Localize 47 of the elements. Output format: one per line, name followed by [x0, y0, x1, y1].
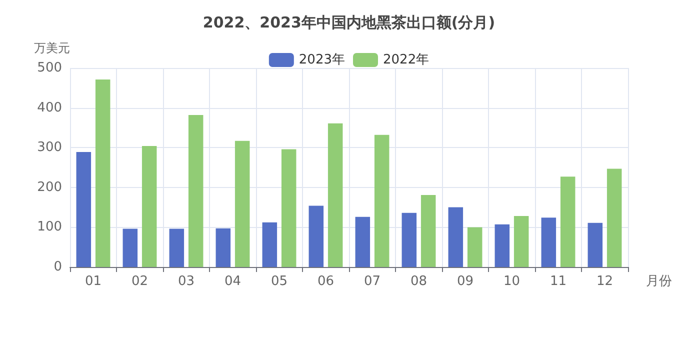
x-tick-label: 10 [503, 274, 520, 289]
bar [420, 194, 436, 267]
bar [234, 140, 250, 267]
bar [169, 228, 184, 267]
bar [560, 176, 576, 267]
legend-label: 2022年 [383, 52, 430, 68]
bar [122, 228, 138, 267]
y-tick-label: 500 [37, 60, 62, 76]
bar [541, 218, 556, 267]
x-tick-label: 08 [410, 274, 428, 289]
x-tick-label: 12 [596, 274, 614, 289]
bar [402, 212, 417, 267]
bar [494, 224, 510, 267]
bar [142, 146, 157, 267]
bar [76, 152, 92, 267]
bar [355, 216, 370, 267]
y-tick-label: 0 [54, 260, 62, 274]
x-tick-label: 06 [317, 274, 334, 289]
y-tick-label: 400 [37, 100, 62, 116]
x-tick-label: 11 [550, 274, 567, 289]
x-axis-title: 月份 [646, 274, 672, 289]
chart-title: 2022、2023年中国内地黑茶出口额(分月) [202, 14, 496, 32]
bar [467, 227, 482, 267]
bar [262, 222, 278, 267]
bar [308, 206, 324, 267]
legend-label: 2023年 [298, 52, 346, 68]
x-tick-label: 01 [84, 274, 102, 289]
x-tick-label: 03 [178, 274, 195, 289]
bar [216, 228, 231, 267]
x-tick-label: 05 [270, 274, 288, 289]
bar [328, 123, 343, 267]
bar [95, 80, 110, 267]
bar [588, 222, 603, 267]
bar [188, 114, 204, 267]
y-tick-label: 100 [37, 220, 62, 235]
y-axis-title: 万美元 [34, 41, 70, 55]
y-tick-label: 200 [37, 180, 62, 195]
bar [374, 134, 390, 267]
x-tick-label: 09 [456, 274, 474, 289]
bar [514, 216, 529, 267]
bar [281, 149, 296, 267]
bar [448, 207, 464, 267]
x-tick-label: 07 [364, 274, 381, 289]
bar [606, 168, 622, 267]
x-tick-label: 02 [131, 274, 148, 289]
y-tick-label: 300 [37, 140, 62, 156]
x-tick-label: 04 [224, 274, 242, 289]
